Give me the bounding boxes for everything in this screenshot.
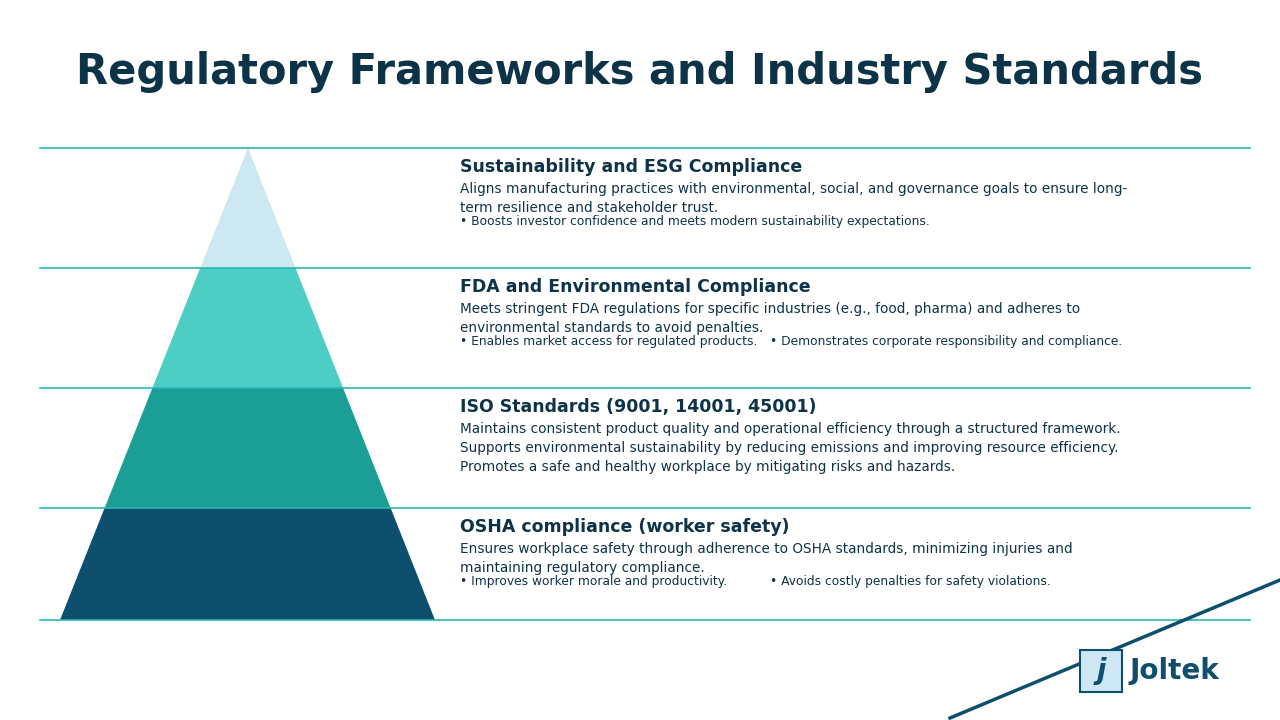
Text: Meets stringent FDA regulations for specific industries (e.g., food, pharma) and: Meets stringent FDA regulations for spec… — [460, 302, 1080, 335]
Text: OSHA compliance (worker safety): OSHA compliance (worker safety) — [460, 518, 790, 536]
Text: FDA and Environmental Compliance: FDA and Environmental Compliance — [460, 278, 810, 296]
Polygon shape — [152, 268, 343, 388]
Text: Ensures workplace safety through adherence to OSHA standards, minimizing injurie: Ensures workplace safety through adheren… — [460, 542, 1073, 575]
Polygon shape — [200, 148, 296, 268]
Text: • Boosts investor confidence and meets modern sustainability expectations.: • Boosts investor confidence and meets m… — [460, 215, 929, 228]
Polygon shape — [105, 388, 390, 508]
Text: Regulatory Frameworks and Industry Standards: Regulatory Frameworks and Industry Stand… — [77, 51, 1203, 93]
Text: • Avoids costly penalties for safety violations.: • Avoids costly penalties for safety vio… — [771, 575, 1051, 588]
Text: Aligns manufacturing practices with environmental, social, and governance goals : Aligns manufacturing practices with envi… — [460, 182, 1128, 215]
Text: Maintains consistent product quality and operational efficiency through a struct: Maintains consistent product quality and… — [460, 422, 1120, 474]
Text: j: j — [1096, 657, 1106, 685]
FancyBboxPatch shape — [1080, 650, 1123, 692]
Text: Sustainability and ESG Compliance: Sustainability and ESG Compliance — [460, 158, 803, 176]
Text: • Improves worker morale and productivity.: • Improves worker morale and productivit… — [460, 575, 727, 588]
Text: Joltek: Joltek — [1130, 657, 1220, 685]
Text: • Enables market access for regulated products.: • Enables market access for regulated pr… — [460, 335, 758, 348]
Polygon shape — [60, 508, 435, 620]
Text: ISO Standards (9001, 14001, 45001): ISO Standards (9001, 14001, 45001) — [460, 398, 817, 416]
Text: • Demonstrates corporate responsibility and compliance.: • Demonstrates corporate responsibility … — [771, 335, 1123, 348]
